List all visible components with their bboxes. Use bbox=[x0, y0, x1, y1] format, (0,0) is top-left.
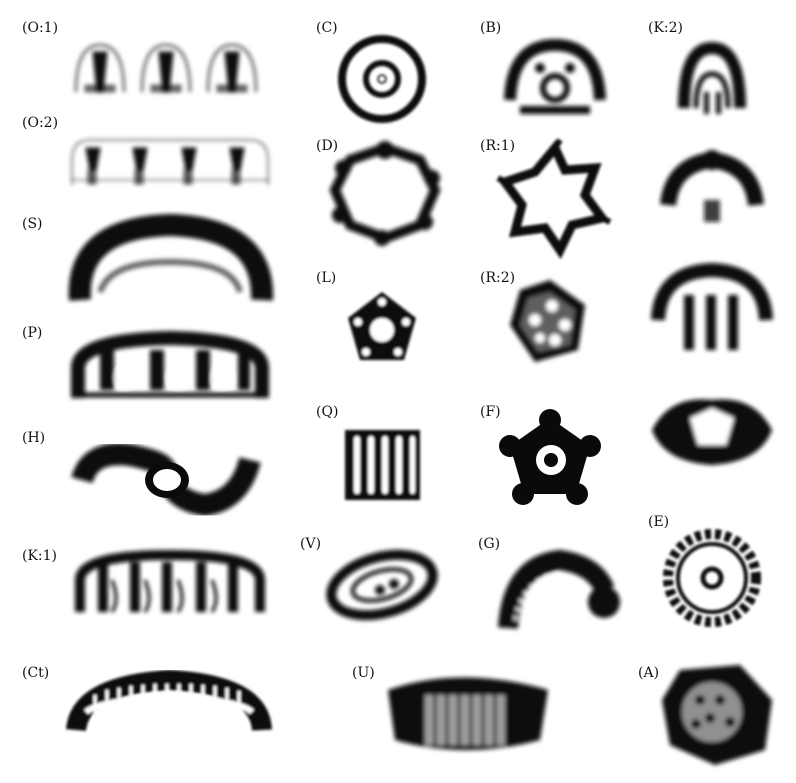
panel-label-h: (H) bbox=[22, 430, 46, 446]
panel-label-c: (C) bbox=[316, 20, 338, 36]
density-map-b bbox=[504, 38, 606, 114]
density-map-s bbox=[68, 213, 274, 301]
density-map-k2-side bbox=[660, 150, 764, 222]
density-map-o1 bbox=[74, 43, 258, 93]
panel-label-k1: (K:1) bbox=[22, 548, 58, 564]
density-map-q bbox=[345, 430, 420, 500]
panel-label-l: (L) bbox=[316, 270, 337, 286]
panel-label-r1: (R:1) bbox=[480, 138, 516, 154]
density-map-c bbox=[338, 35, 426, 123]
density-map-g bbox=[498, 549, 620, 629]
density-map-r1 bbox=[496, 138, 612, 259]
panel-label-k2: (K:2) bbox=[648, 20, 684, 36]
panel-label-r2: (R:2) bbox=[480, 270, 516, 286]
panel-label-d: (D) bbox=[316, 138, 339, 154]
panel-label-v: (V) bbox=[300, 536, 322, 552]
density-map-a bbox=[662, 665, 772, 765]
density-map-r2 bbox=[510, 280, 585, 362]
panel-label-s: (S) bbox=[22, 216, 43, 232]
density-map-d bbox=[329, 141, 441, 246]
density-map-ct bbox=[66, 669, 272, 732]
panel-label-o2: (O:2) bbox=[22, 115, 59, 131]
density-map-l bbox=[348, 292, 416, 360]
density-map-e bbox=[663, 529, 761, 627]
density-map-h bbox=[71, 443, 261, 517]
density-map-f bbox=[499, 409, 601, 505]
density-map-k1 bbox=[75, 549, 265, 613]
density-map-v bbox=[326, 549, 438, 621]
density-map-k2-top bbox=[652, 399, 772, 465]
panel-label-ct: (Ct) bbox=[22, 665, 50, 681]
panel-label-e: (E) bbox=[648, 514, 670, 530]
panel-label-g: (G) bbox=[478, 536, 501, 552]
density-map-u bbox=[388, 677, 548, 750]
density-map-k2-front bbox=[651, 262, 773, 350]
density-map-o2 bbox=[71, 139, 269, 185]
panel-label-b: (B) bbox=[480, 20, 502, 36]
panel-label-u: (U) bbox=[352, 665, 375, 681]
panel-label-o1: (O:1) bbox=[22, 20, 59, 36]
panel-label-a: (A) bbox=[638, 665, 660, 681]
density-map-p bbox=[71, 330, 269, 398]
density-map-k2 bbox=[678, 41, 746, 114]
panel-label-q: (Q) bbox=[316, 404, 339, 420]
panel-label-f: (F) bbox=[480, 404, 501, 420]
panel-label-p: (P) bbox=[22, 325, 43, 341]
